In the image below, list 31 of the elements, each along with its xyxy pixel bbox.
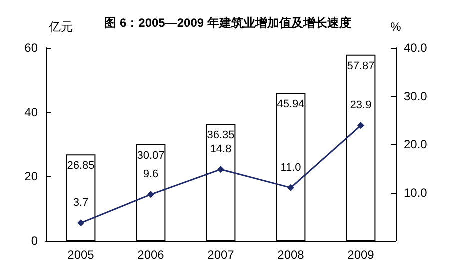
y2-tick-label: 40.0	[404, 41, 428, 55]
chart-title: 图 6：2005—2009 年建筑业增加值及增长速度	[104, 16, 352, 30]
data-label: 30.07	[137, 150, 165, 162]
data-label: 3.7	[73, 197, 89, 210]
point	[358, 122, 364, 130]
point	[218, 166, 224, 174]
y2-tick-label: 20.0	[404, 138, 428, 152]
point	[288, 184, 294, 192]
point	[78, 220, 84, 227]
y-tick-label: 40	[24, 105, 38, 120]
data-label: 11.0	[280, 162, 302, 174]
x-tick-label: 2009	[348, 248, 375, 262]
data-label: 45.94	[277, 98, 305, 111]
y-tick-label: 60	[24, 41, 38, 55]
x-tick-label: 2007	[208, 248, 235, 262]
data-label: 36.35	[207, 130, 235, 142]
y2-tick-label: 30.0	[404, 89, 428, 104]
data-label: 9.6	[143, 168, 159, 181]
x-tick-label: 2005	[68, 248, 95, 262]
data-label: 26.85	[67, 160, 95, 172]
y-tick-label: 20	[24, 170, 38, 184]
y2-axis-title: %	[390, 20, 402, 34]
data-label: 23.9	[350, 100, 372, 112]
x-tick-label: 2006	[138, 248, 165, 262]
y-axis-title: 亿元	[48, 20, 73, 34]
point	[148, 191, 154, 198]
y2-tick-label: 10.0	[404, 186, 428, 200]
x-tick-label: 2008	[278, 248, 305, 262]
data-label: 14.8	[210, 144, 232, 156]
data-label: 57.87	[347, 60, 375, 72]
y-tick-label: 0	[31, 234, 38, 248]
